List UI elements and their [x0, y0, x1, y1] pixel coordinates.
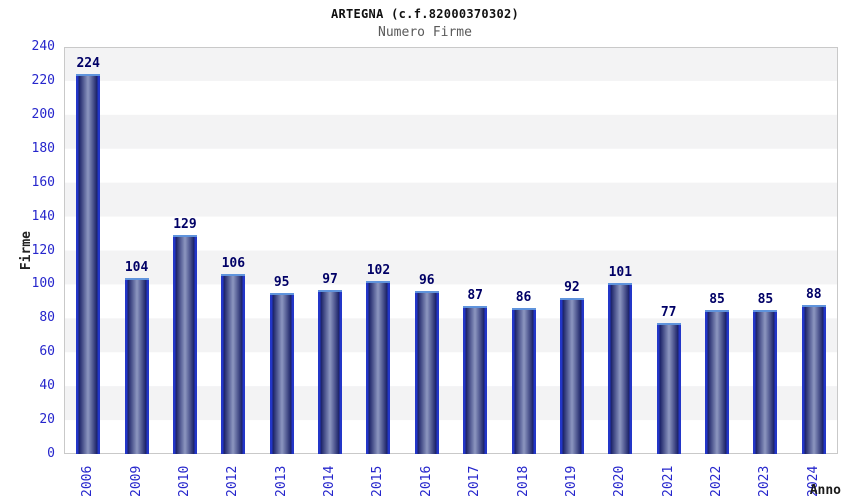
bar-value-label: 77 — [660, 305, 677, 321]
x-tick-label: 2022 — [709, 465, 725, 497]
bar — [221, 274, 246, 454]
bar-value-label: 85 — [709, 291, 725, 307]
bar — [366, 281, 391, 454]
bar-value-label: 129 — [173, 217, 197, 233]
y-tick-label: 240 — [31, 39, 55, 54]
chart-title: ARTEGNA (c.f.82000370302) — [330, 7, 520, 21]
y-tick-label: 0 — [47, 446, 55, 461]
y-tick-label: 40 — [39, 378, 55, 394]
x-tick-label: 2006 — [80, 465, 96, 497]
x-tick-label: 2013 — [273, 465, 289, 497]
bar-value-label: 86 — [515, 290, 532, 306]
y-tick-label: 20 — [39, 412, 55, 428]
x-axis-title: Anno — [809, 483, 841, 498]
x-tick-label: 2015 — [370, 465, 386, 497]
bar — [414, 291, 439, 454]
bar-value-label: 224 — [76, 56, 100, 72]
bar-value-label: 95 — [273, 274, 290, 290]
x-tick-label: 2014 — [322, 465, 338, 497]
bar-value-label: 96 — [418, 273, 435, 289]
x-tick-label: 2018 — [515, 465, 531, 497]
bar-value-label: 101 — [608, 264, 633, 280]
bar — [801, 304, 826, 454]
bar — [656, 323, 681, 454]
y-axis-title: Firme — [19, 231, 34, 271]
x-tick-label: 2010 — [176, 465, 192, 497]
bar-value-label: 88 — [805, 286, 822, 302]
bar — [608, 282, 633, 454]
bar — [318, 289, 343, 454]
bar-value-label: 106 — [221, 256, 246, 272]
x-tick-label: 2021 — [660, 465, 676, 497]
bar-value-label: 92 — [564, 279, 580, 295]
x-tick-label: 2016 — [418, 465, 434, 497]
y-tick-label: 160 — [31, 174, 55, 190]
chart-subtitle: Numero Firme — [378, 25, 472, 40]
bar — [705, 309, 730, 454]
y-tick-label: 100 — [31, 276, 55, 292]
bar — [753, 309, 778, 454]
y-tick-label: 60 — [39, 344, 55, 360]
y-tick-label: 80 — [39, 310, 55, 326]
x-tick-label: 2020 — [612, 465, 628, 497]
x-tick-label: 2023 — [757, 465, 773, 497]
bar — [559, 297, 584, 454]
bar — [269, 292, 294, 454]
bar — [463, 306, 488, 454]
y-tick-label: 200 — [31, 106, 55, 122]
bar-value-label: 85 — [757, 291, 774, 307]
y-tick-label: 220 — [31, 72, 55, 88]
y-tick-label: 120 — [31, 242, 55, 258]
bar-value-label: 104 — [124, 259, 149, 275]
bar-value-label: 87 — [467, 288, 484, 304]
x-tick-label: 2019 — [563, 465, 579, 497]
x-tick-label: 2012 — [225, 465, 241, 497]
bar — [511, 308, 536, 454]
bar-value-label: 97 — [322, 271, 338, 287]
bar — [172, 235, 197, 454]
bar-value-label: 102 — [366, 263, 391, 279]
x-tick-label: 2017 — [467, 465, 483, 497]
y-tick-label: 180 — [31, 140, 55, 156]
y-tick-label: 140 — [31, 208, 55, 224]
bar — [124, 277, 149, 454]
x-tick-label: 2009 — [128, 465, 144, 497]
bar — [76, 74, 101, 454]
